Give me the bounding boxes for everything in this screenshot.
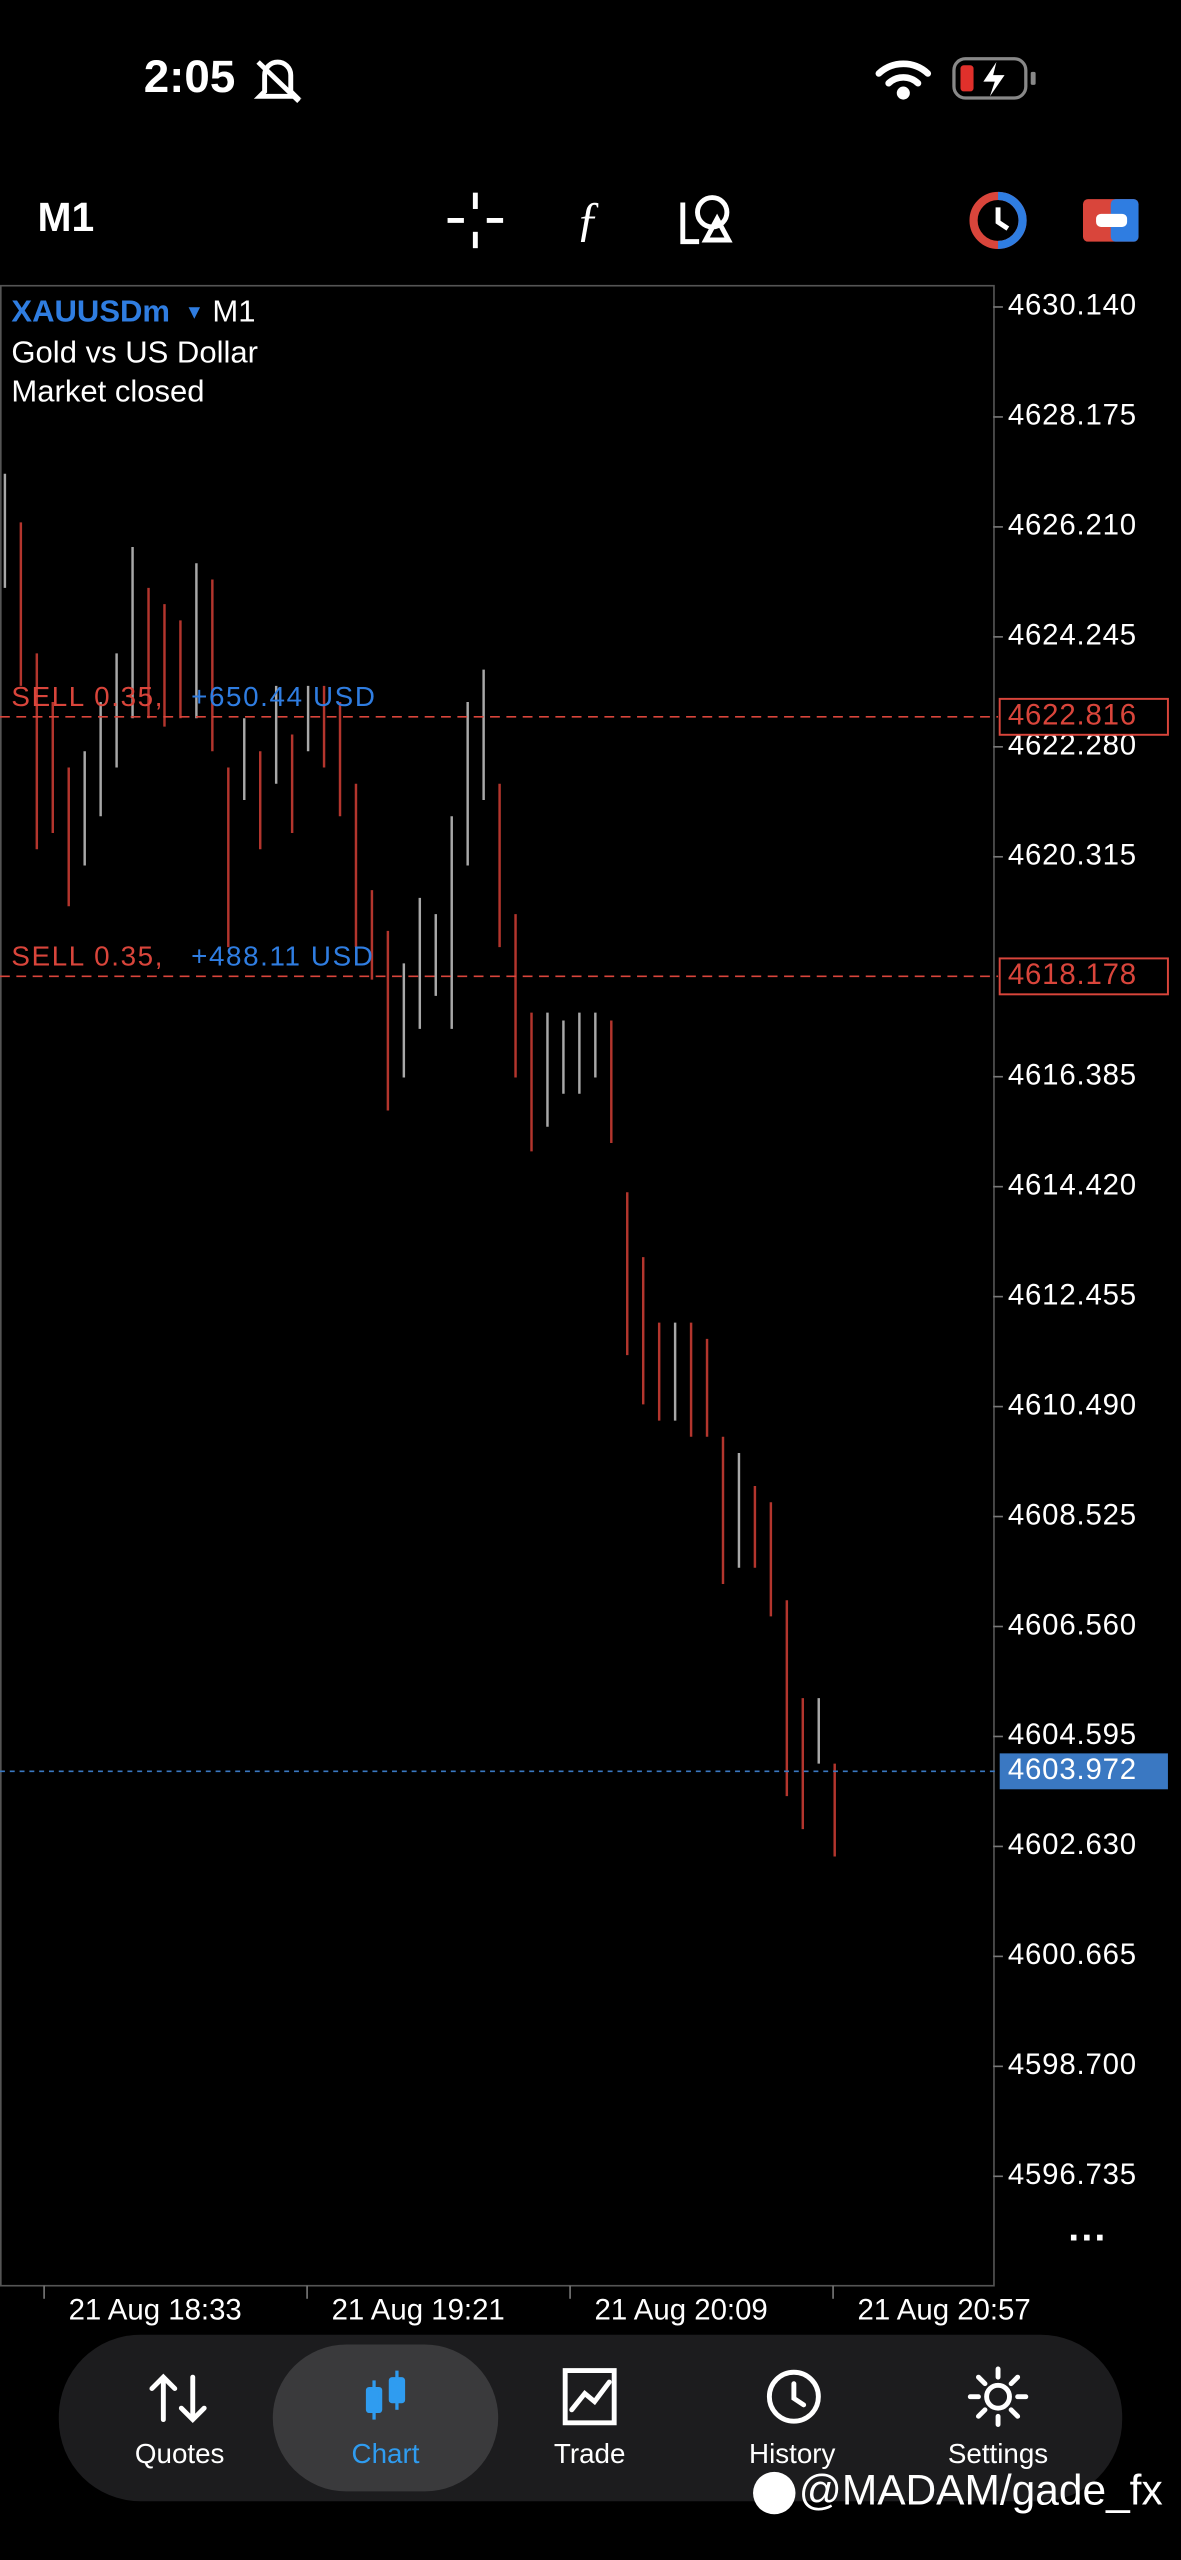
watermark: @MADAM/gade_fx bbox=[799, 2466, 1163, 2513]
y-tick-label: 4602.630 bbox=[1008, 1828, 1137, 1861]
order-price-label: 4622.816 bbox=[1008, 699, 1137, 732]
y-tick-label: 4600.665 bbox=[1008, 1938, 1137, 1971]
current-price-label: 4603.972 bbox=[1008, 1753, 1137, 1786]
order-label: SELL 0.35, bbox=[11, 681, 164, 712]
watermark-group: @MADAM/gade_fx bbox=[753, 2466, 1163, 2515]
mute-icon bbox=[253, 59, 302, 103]
y-tick-label: 4630.140 bbox=[1008, 289, 1137, 322]
order-profit: +488.11 USD bbox=[191, 941, 374, 972]
chart-timeframe: M1 bbox=[212, 294, 255, 329]
current-price-box bbox=[999, 1753, 1168, 1790]
plot-frame bbox=[0, 284, 995, 2287]
timeframe-button[interactable]: M1 bbox=[38, 194, 95, 240]
nav-item[interactable]: Chart bbox=[352, 2438, 420, 2469]
nav-item[interactable]: Settings bbox=[948, 2438, 1048, 2469]
nav-item[interactable]: Quotes bbox=[135, 2438, 225, 2469]
y-tick-label: 4620.315 bbox=[1008, 839, 1137, 872]
indicators-button[interactable]: ƒ bbox=[576, 191, 601, 246]
one-click-trading-button[interactable] bbox=[969, 191, 1027, 249]
nav-item[interactable]: History bbox=[749, 2438, 835, 2469]
battery-icon bbox=[952, 57, 1036, 100]
status-time: 2:05 bbox=[144, 51, 236, 102]
y-tick-label: 4616.385 bbox=[1008, 1058, 1137, 1091]
y-tick-label: 4626.210 bbox=[1008, 509, 1137, 542]
objects-button[interactable] bbox=[680, 195, 733, 245]
y-tick-label: 4628.175 bbox=[1008, 399, 1137, 432]
crosshair-button[interactable] bbox=[447, 192, 504, 249]
y-tick-label: 4596.735 bbox=[1008, 2158, 1137, 2191]
nav-icons bbox=[149, 2366, 1029, 2427]
y-tick-label: 4604.595 bbox=[1008, 1718, 1137, 1751]
x-tick-label: 21 Aug 19:21 bbox=[332, 2294, 505, 2327]
account-button[interactable] bbox=[1082, 199, 1139, 242]
symbol-dropdown[interactable]: ▼ bbox=[185, 302, 204, 324]
wifi-icon bbox=[875, 60, 932, 100]
x-tick-label: 21 Aug 20:57 bbox=[858, 2294, 1031, 2327]
y-tick-label: 4614.420 bbox=[1008, 1168, 1137, 1201]
y-tick-label: 4624.245 bbox=[1008, 619, 1137, 652]
order-price-label: 4618.178 bbox=[1008, 958, 1137, 991]
chart-tab-icon bbox=[365, 2370, 406, 2420]
candle-body bbox=[365, 2386, 383, 2414]
y-tick-label: 4606.560 bbox=[1008, 1608, 1137, 1641]
order-price-box bbox=[998, 957, 1169, 996]
order-profit: +650.44 USD bbox=[191, 681, 376, 712]
candle-body bbox=[388, 2377, 406, 2404]
facebook-icon bbox=[753, 2471, 796, 2515]
market-status: Market closed bbox=[11, 374, 204, 409]
x-tick-label: 21 Aug 18:33 bbox=[69, 2294, 242, 2327]
nav-item[interactable]: Trade bbox=[554, 2438, 625, 2469]
symbol[interactable]: XAUUSDm bbox=[11, 294, 170, 329]
y-tick-label: 4610.490 bbox=[1008, 1388, 1137, 1421]
y-tick-label: 4612.455 bbox=[1008, 1278, 1137, 1311]
more-button[interactable]: ··· bbox=[1068, 2216, 1107, 2259]
y-tick-label: 4608.525 bbox=[1008, 1498, 1137, 1531]
nav-active-pill bbox=[272, 2344, 499, 2492]
order-price-box bbox=[998, 697, 1169, 736]
y-tick-label: 4598.700 bbox=[1008, 2048, 1137, 2081]
x-tick-label: 21 Aug 20:09 bbox=[595, 2294, 768, 2327]
symbol-description: Gold vs US Dollar bbox=[11, 334, 258, 369]
order-label: SELL 0.35, bbox=[11, 941, 164, 972]
